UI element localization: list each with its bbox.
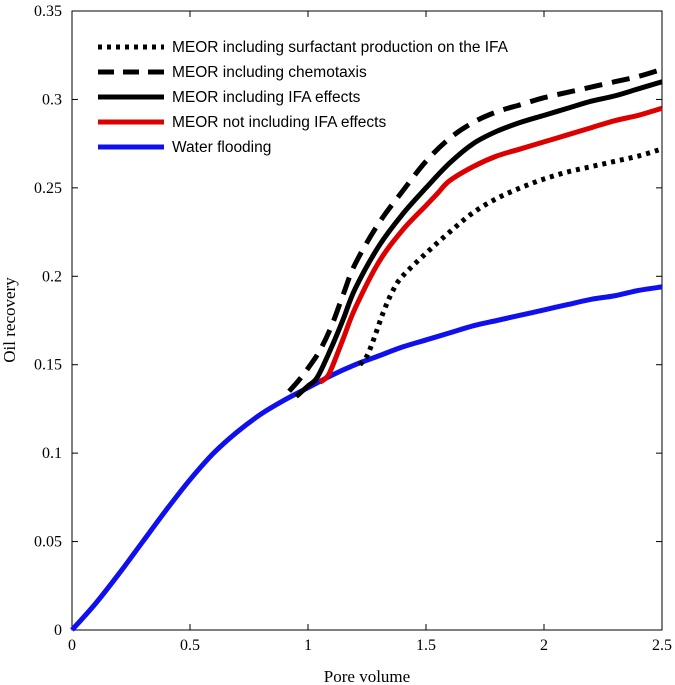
y-tick-label: 0.3	[42, 91, 62, 108]
y-tick-label: 0.2	[42, 268, 62, 285]
y-tick-label: 0	[54, 622, 62, 639]
series-line-4	[70, 284, 663, 632]
y-axis-label: Oil recovery	[0, 277, 19, 363]
y-tick-label: 0.05	[34, 534, 62, 551]
series-line-1	[287, 66, 663, 393]
x-tick-label: 2.5	[652, 637, 672, 654]
x-tick-label: 2	[540, 637, 548, 654]
legend: MEOR including surfactant production on …	[98, 39, 509, 156]
legend-label-3: MEOR not including IFA effects	[172, 114, 386, 131]
x-tick-label: 0.5	[180, 637, 200, 654]
x-tick-label: 1.5	[416, 637, 436, 654]
series-line-2	[294, 79, 663, 399]
x-tick-label: 1	[304, 637, 312, 654]
legend-label-4: Water flooding	[172, 139, 271, 156]
y-tick-label: 0.35	[34, 3, 62, 20]
y-tick-label: 0.1	[42, 445, 62, 462]
plot-area	[71, 10, 663, 631]
legend-label-0: MEOR including surfactant production on …	[172, 39, 509, 56]
x-axis-label: Pore volume	[324, 667, 410, 685]
legend-label-1: MEOR including chemotaxis	[172, 64, 367, 81]
legend-label-2: MEOR including IFA effects	[172, 89, 361, 106]
series-lines	[70, 66, 663, 632]
series-line-3	[318, 105, 663, 385]
y-tick-label: 0.25	[34, 180, 62, 197]
y-tick-label: 0.15	[34, 357, 62, 374]
x-tick-label: 0	[68, 637, 76, 654]
